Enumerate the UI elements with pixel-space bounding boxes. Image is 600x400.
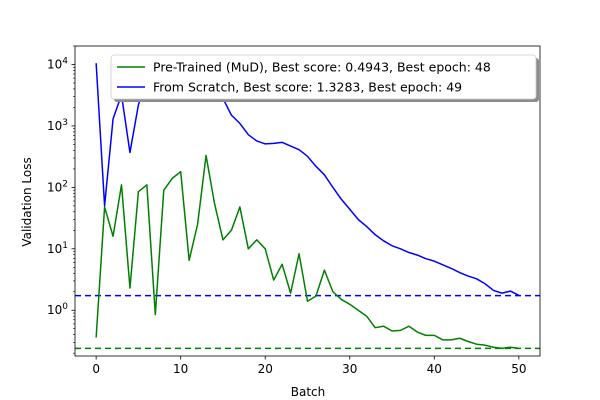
x-tick-label: 40 xyxy=(427,362,442,376)
x-tick-label: 0 xyxy=(92,362,100,376)
x-tick-label: 10 xyxy=(173,362,188,376)
legend-label-1: From Scratch, Best score: 1.3283, Best e… xyxy=(153,80,462,95)
x-tick-label: 20 xyxy=(258,362,273,376)
x-tick-label: 30 xyxy=(342,362,357,376)
legend-box xyxy=(110,54,537,100)
legend-label-0: Pre-Trained (MuD), Best score: 0.4943, B… xyxy=(153,60,491,75)
y-axis-label: Validation Loss xyxy=(20,157,34,246)
legend: Pre-Trained (MuD), Best score: 0.4943, B… xyxy=(110,54,539,102)
series-line-0 xyxy=(95,154,519,350)
y-tick-label: 104 xyxy=(47,56,68,71)
y-tick-label: 103 xyxy=(47,118,68,133)
y-tick-label: 102 xyxy=(47,179,68,194)
x-axis-label: Batch xyxy=(291,385,326,399)
axes: 0 10 20 30 40 50 100 101 102 103 104 xyxy=(47,45,541,376)
y-tick-label: 101 xyxy=(47,241,68,256)
x-tick-label: 50 xyxy=(511,362,526,376)
y-tick-label: 100 xyxy=(47,302,68,317)
